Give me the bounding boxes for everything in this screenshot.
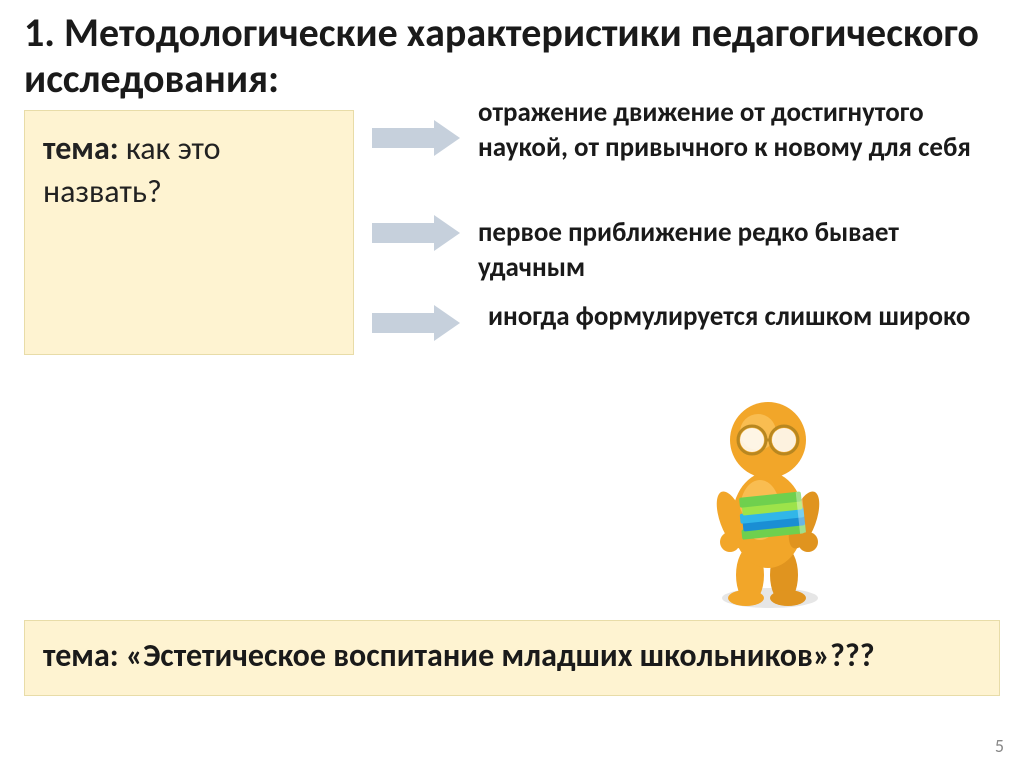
page-number: 5 bbox=[995, 735, 1004, 757]
bottom-topic-box: тема: «Эстетическое воспитание младших ш… bbox=[24, 620, 1000, 696]
arrow-icon bbox=[372, 215, 464, 251]
arrow-icon bbox=[372, 305, 464, 341]
character-illustration bbox=[680, 380, 850, 610]
bullet-text: иногда формулируется слишком широко bbox=[488, 300, 1000, 335]
topic-label: тема: как это назвать? bbox=[43, 127, 335, 213]
topic-box: тема: как это назвать? bbox=[24, 110, 354, 355]
slide-title: 1. Методологические характеристики педаг… bbox=[24, 10, 1000, 102]
topic-label-bold: тема: bbox=[43, 129, 119, 168]
arrow-icon bbox=[372, 120, 464, 156]
bullet-text: отражение движение от достигнутого науко… bbox=[478, 96, 1000, 165]
bullet-text: первое приближение редко бывает удачным bbox=[478, 216, 1000, 285]
